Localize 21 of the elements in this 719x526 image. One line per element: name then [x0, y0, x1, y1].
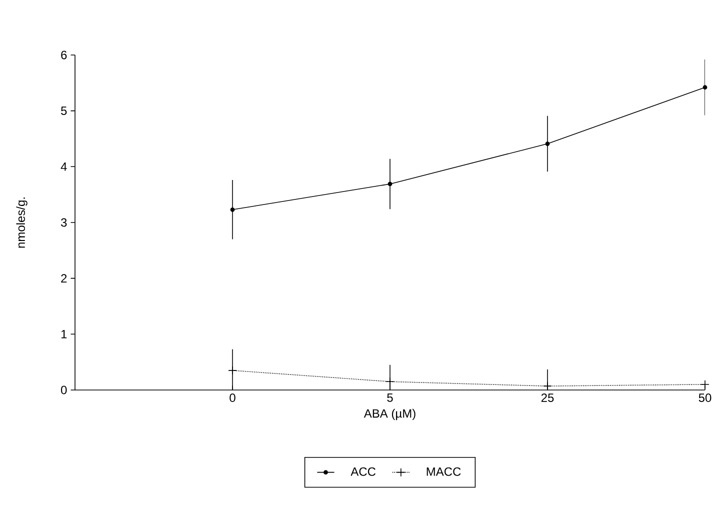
- y-tick-label: 1: [61, 330, 67, 338]
- x-axis-title: ABA (µM): [364, 408, 416, 420]
- legend-label: MACC: [426, 467, 461, 476]
- y-tick-label: 0: [61, 386, 67, 394]
- point: [228, 366, 237, 375]
- point: [702, 85, 708, 90]
- x-tick-label: 50: [698, 394, 712, 402]
- x-tick-label: 0: [230, 394, 236, 402]
- x-tick-label: 25: [541, 394, 554, 402]
- point: [545, 142, 550, 146]
- y-tick-label: 3: [60, 218, 67, 227]
- x-tick-label: 5: [387, 394, 393, 402]
- y-tick-label: 6: [61, 50, 67, 60]
- legend-label: ACC: [350, 467, 376, 476]
- y-tick-label: 2: [61, 274, 67, 283]
- y-tick-label: 5: [61, 106, 67, 116]
- y-axis-title: nmoles/g.: [16, 198, 28, 248]
- point: [386, 377, 394, 386]
- point: [230, 207, 235, 212]
- y-tick-label: 4: [60, 162, 67, 171]
- point: [388, 182, 392, 186]
